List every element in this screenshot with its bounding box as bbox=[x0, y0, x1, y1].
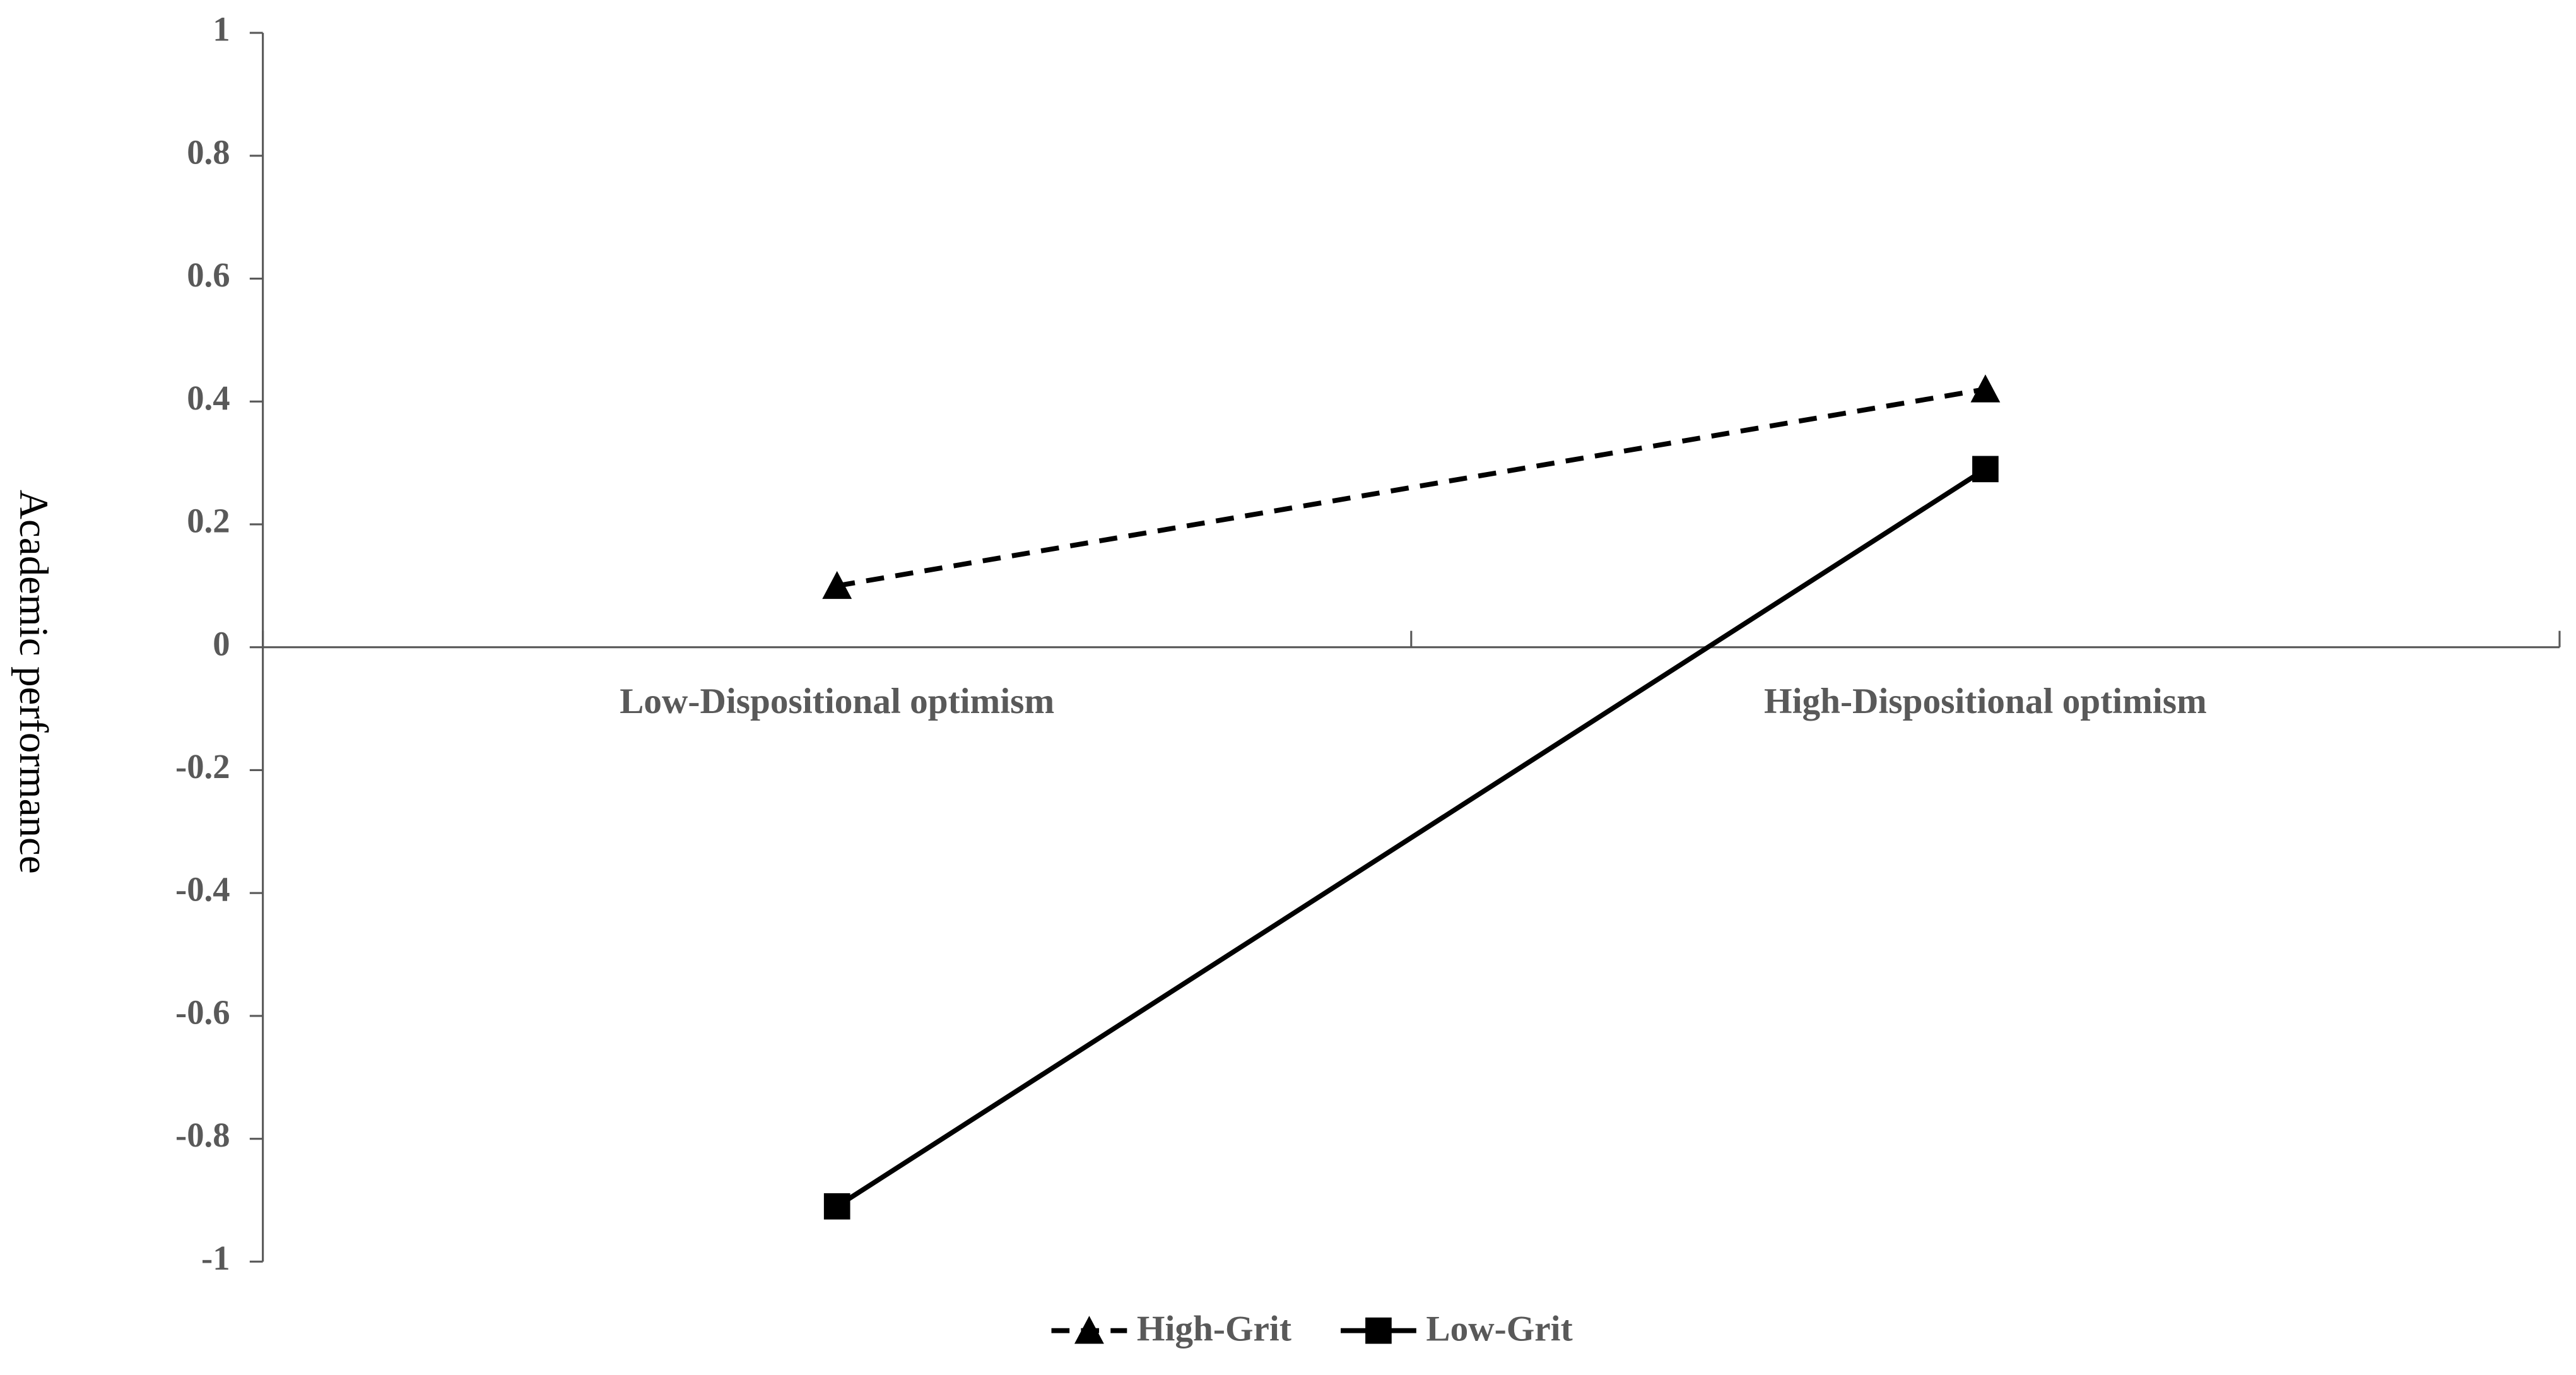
y-tick-label: -1 bbox=[201, 1239, 230, 1277]
legend-marker bbox=[1365, 1317, 1392, 1344]
x-tick-label: Low-Dispositional optimism bbox=[620, 682, 1054, 721]
data-point bbox=[1970, 374, 2001, 403]
data-point bbox=[1972, 456, 1999, 483]
y-tick-label: 0.2 bbox=[187, 502, 230, 540]
series-line bbox=[835, 467, 1987, 1209]
y-tick-label: 1 bbox=[213, 10, 230, 49]
x-tick-label: High-Dispositional optimism bbox=[1764, 682, 2207, 721]
y-tick-label: -0.4 bbox=[175, 870, 230, 909]
y-tick-label: -0.8 bbox=[175, 1116, 230, 1154]
y-tick-label: 0 bbox=[213, 624, 230, 663]
y-tick-label: 0.6 bbox=[187, 256, 230, 294]
data-point bbox=[823, 1193, 850, 1220]
legend-label: Low-Grit bbox=[1426, 1309, 1572, 1348]
y-tick-label: 0.4 bbox=[187, 379, 230, 417]
y-tick-label: -0.6 bbox=[175, 993, 230, 1031]
legend-marker bbox=[1074, 1316, 1104, 1344]
y-tick-label: 0.8 bbox=[187, 133, 230, 171]
series-line bbox=[837, 386, 1986, 589]
legend-label: High-Grit bbox=[1137, 1309, 1291, 1348]
y-tick-label: -0.2 bbox=[175, 747, 230, 786]
data-point bbox=[822, 570, 852, 599]
y-axis-label: Academic performance bbox=[11, 490, 56, 874]
